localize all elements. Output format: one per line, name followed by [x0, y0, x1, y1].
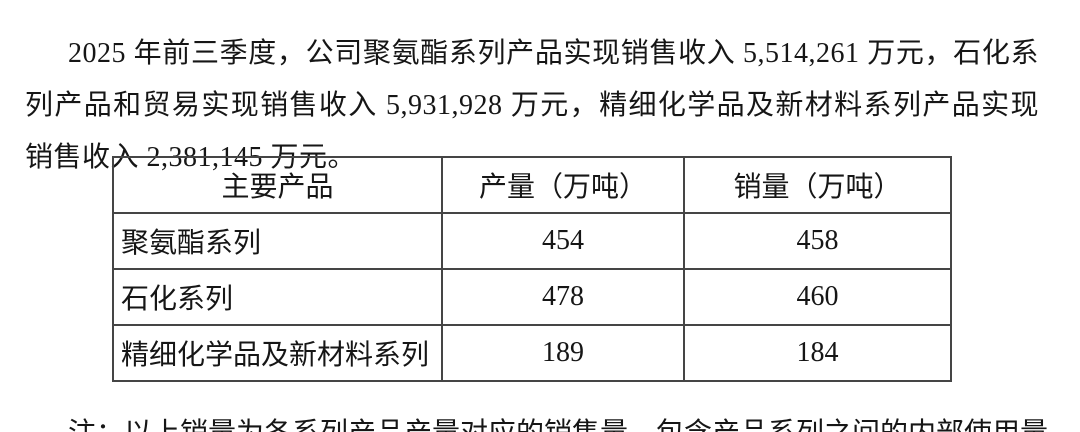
cell-product: 聚氨酯系列	[112, 212, 443, 270]
table-row: 石化系列 478 460	[112, 268, 952, 326]
table-row: 精细化学品及新材料系列 189 184	[112, 324, 952, 382]
cell-sales: 460	[683, 268, 952, 326]
header-sales: 销量（万吨）	[683, 156, 952, 214]
footnote: 注：以上销量为各系列产品产量对应的销售量，包含产品系列之间的内部使用量。	[68, 408, 1076, 432]
header-production: 产量（万吨）	[441, 156, 685, 214]
header-main-products: 主要产品	[112, 156, 443, 214]
table-row: 聚氨酯系列 454 458	[112, 212, 952, 270]
revenue-paragraph: 2025 年前三季度，公司聚氨酯系列产品实现销售收入 5,514,261 万元，…	[25, 38, 1039, 173]
table-header-row: 主要产品 产量（万吨） 销量（万吨）	[112, 156, 952, 214]
cell-sales: 184	[683, 324, 952, 382]
cell-production: 454	[441, 212, 685, 270]
cell-production: 478	[441, 268, 685, 326]
cell-sales: 458	[683, 212, 952, 270]
cell-production: 189	[441, 324, 685, 382]
cell-product: 石化系列	[112, 268, 443, 326]
cell-product: 精细化学品及新材料系列	[112, 324, 443, 382]
products-table: 主要产品 产量（万吨） 销量（万吨） 聚氨酯系列 454 458 石化系列 47…	[112, 156, 952, 382]
